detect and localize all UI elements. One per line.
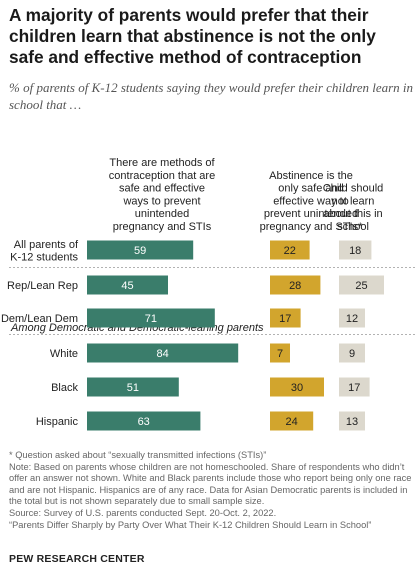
column-header-line: prevent unintended	[264, 208, 358, 220]
bar	[87, 411, 201, 431]
column-header-line: only safe and	[278, 183, 343, 195]
bar	[339, 240, 372, 260]
column-header-line: pregnancy and STIs*	[260, 221, 363, 233]
footnote-asterisk: * Question asked about “sexually transmi…	[9, 450, 267, 460]
bar	[270, 377, 324, 397]
column-header-line: ways to prevent	[122, 195, 200, 207]
bar	[87, 343, 239, 363]
report-title: “Parents Differ Sharply by Party Over Wh…	[9, 519, 372, 530]
bar	[87, 308, 215, 328]
row-label: K-12 students	[10, 252, 78, 264]
data-label: 25	[355, 280, 367, 292]
data-label: 51	[127, 382, 139, 394]
column-header-line: school	[337, 221, 369, 233]
data-label: 45	[121, 280, 133, 292]
column-header-line: safe and effective	[119, 183, 205, 195]
data-label: 22	[284, 245, 296, 257]
data-label: 71	[145, 313, 157, 325]
column-header-line: unintended	[135, 208, 189, 220]
bar	[87, 240, 194, 260]
column-header-line: effective way to	[273, 195, 349, 207]
page-title: A majority of parents would prefer that …	[9, 5, 376, 67]
column-header-line: Abstinence is the	[269, 170, 353, 182]
column-header-line: Child should	[323, 183, 384, 195]
data-label: 7	[277, 348, 283, 360]
note-text: Note: Based on parents whose children ar…	[9, 461, 412, 507]
bar	[339, 343, 365, 363]
data-label: 63	[138, 416, 150, 428]
data-label: 59	[134, 245, 146, 257]
column-header-line: pregnancy and STIs	[113, 221, 212, 233]
column-header-line: contraception that are	[109, 170, 215, 182]
bar	[270, 275, 321, 295]
data-label: 9	[349, 348, 355, 360]
row-label: White	[50, 348, 78, 360]
row-label: Black	[51, 382, 78, 394]
data-label: 12	[346, 313, 358, 325]
row-label: All parents of	[14, 239, 79, 251]
row-label: Hispanic	[36, 416, 79, 428]
data-label: 17	[279, 313, 291, 325]
bar	[87, 377, 179, 397]
bar	[339, 275, 384, 295]
bar	[87, 275, 168, 295]
data-label: 17	[348, 382, 360, 394]
data-label: 84	[156, 348, 168, 360]
row-label: Dem/Lean Dem	[1, 313, 78, 325]
data-label: 28	[289, 280, 301, 292]
bar	[270, 240, 310, 260]
column-header-line: There are methods of	[109, 157, 215, 169]
column-header-line: about this in	[323, 208, 382, 220]
source-text: Source: Survey of U.S. parents conducted…	[9, 507, 277, 518]
data-label: 30	[291, 382, 303, 394]
row-label: Rep/Lean Rep	[7, 280, 78, 292]
bar	[270, 411, 314, 431]
bar	[270, 343, 290, 363]
chart-notes: * Question asked about “sexually transmi…	[9, 450, 417, 531]
organization-name: PEW RESEARCH CENTER	[9, 553, 145, 565]
bar	[339, 308, 365, 328]
bar	[339, 377, 370, 397]
column-header-line: not learn	[332, 195, 375, 207]
data-label: 13	[346, 416, 358, 428]
bar	[270, 308, 301, 328]
data-label: 18	[349, 245, 361, 257]
chart-subtitle: % of parents of K-12 students saying the…	[9, 80, 414, 112]
data-label: 24	[285, 416, 297, 428]
bar	[339, 411, 365, 431]
